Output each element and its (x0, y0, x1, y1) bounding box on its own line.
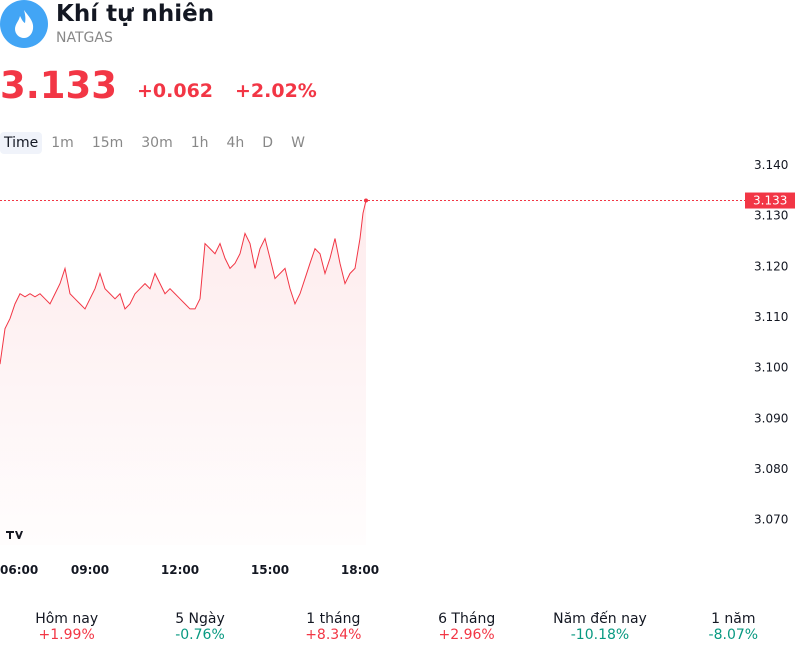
price: 3.133 (0, 64, 118, 107)
y-tick-label: 3.070 (754, 513, 788, 527)
period-value: -10.18% (570, 627, 630, 643)
performance-item[interactable]: Hôm nay +1.99% (0, 611, 133, 643)
y-tick-label: 3.130 (754, 209, 788, 223)
period-value: +8.34% (305, 627, 362, 643)
y-tick-label: 3.090 (754, 411, 788, 425)
timeframe-button[interactable]: 4h (226, 135, 245, 151)
y-tick-label: 3.080 (754, 462, 788, 476)
period-label: 1 năm (711, 611, 756, 627)
y-tick-label: 3.120 (754, 259, 788, 273)
price-line (0, 200, 367, 365)
area (0, 200, 366, 546)
period-label: 5 Ngày (175, 611, 225, 627)
y-tick-label: 3.100 (754, 361, 788, 375)
x-tick-label: 15:00 (251, 563, 289, 577)
x-tick-label: 09:00 (71, 563, 109, 577)
performance: Hôm nay +1.99% 5 Ngày -0.76% 1 tháng +8.34% 6 … (0, 611, 800, 643)
timeframe-button[interactable]: W (291, 135, 305, 151)
x-tick-label: 12:00 (161, 563, 199, 577)
timeframe-button[interactable]: 30m (141, 135, 173, 151)
y-tick-label: 3.140 (754, 158, 788, 172)
period-value: -0.76% (175, 627, 225, 643)
y-tick-label: 3.110 (754, 310, 788, 324)
period-label: Năm đến nay (553, 611, 647, 627)
period-value: +2.96% (438, 627, 495, 643)
performance-item[interactable]: 1 năm -8.07% (667, 611, 800, 643)
performance-item[interactable]: 6 Tháng +2.96% (400, 611, 533, 643)
timeframes: Time 1m 15m 30m 1h 4h D W (0, 132, 314, 154)
x-tick-label: 06:00 (0, 563, 38, 577)
timeframe-button[interactable]: 15m (91, 135, 124, 151)
timeframe-button[interactable]: Time (0, 132, 43, 154)
performance-item[interactable]: 5 Ngày -0.76% (133, 611, 266, 643)
last-point (364, 198, 368, 203)
change-pct: +2.02% (235, 80, 317, 102)
logo (0, 0, 48, 48)
period-value: -8.07% (708, 627, 759, 643)
symbol: NATGAS (56, 30, 113, 46)
period-label: 1 tháng (306, 611, 361, 627)
performance-item[interactable]: Năm đến nay -10.18% (533, 611, 666, 643)
period-label: Hôm nay (35, 611, 99, 627)
chart: 3.140 3.130 3.120 3.110 3.100 3.090 3.080 3.070… (0, 158, 795, 577)
timeframe-button[interactable]: 1m (51, 135, 74, 151)
last-price-tag (745, 192, 795, 209)
x-tick-label: 18:00 (341, 563, 379, 577)
last-price-text: 3.133 (753, 194, 787, 208)
period-value: +1.99% (38, 627, 95, 643)
timeframe-button[interactable]: D (262, 135, 274, 151)
period-label: 6 Tháng (438, 611, 496, 627)
performance-item[interactable]: 1 tháng +8.34% (267, 611, 400, 643)
timeframe-button[interactable]: 1h (190, 135, 209, 151)
change: +0.062 (137, 80, 214, 102)
title: Khí tự nhiên (56, 1, 215, 27)
